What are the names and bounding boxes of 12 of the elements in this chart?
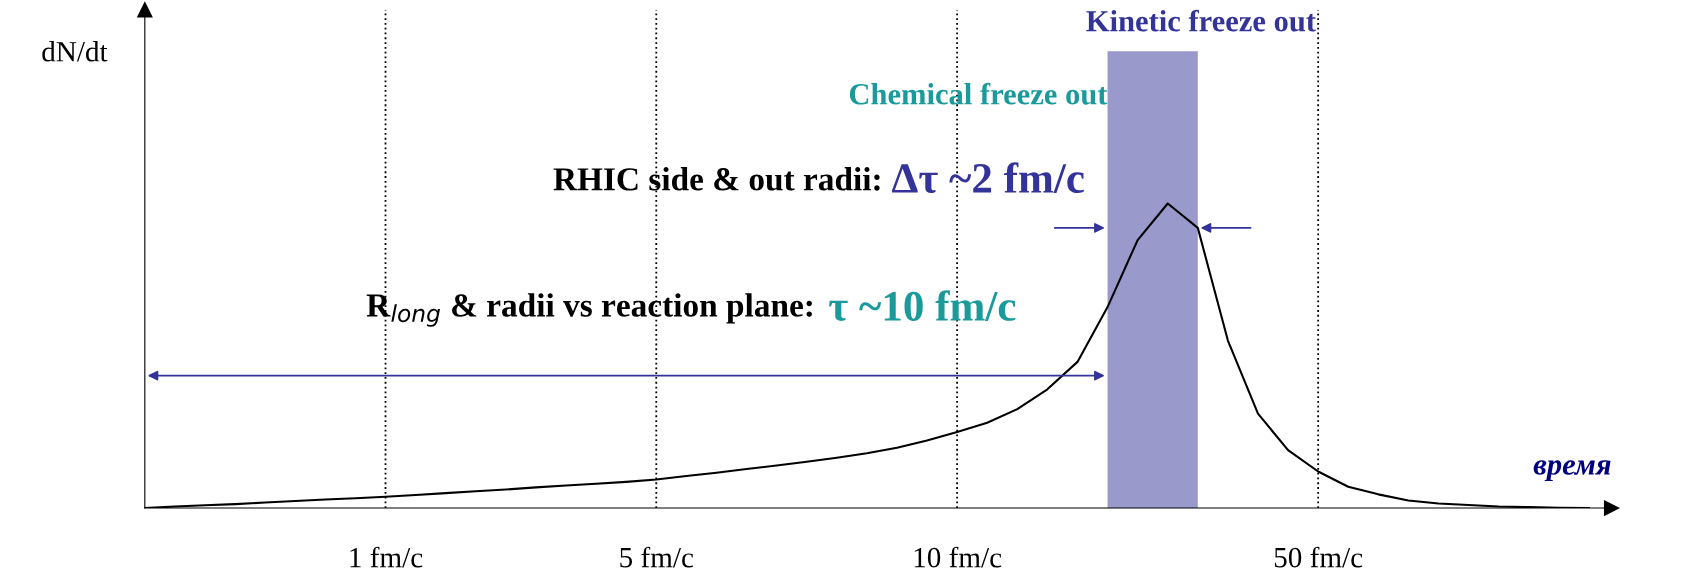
x-tick-label: 1 fm/c (350, 546, 423, 568)
annotation: R$_{long}$ & radii vs reaction plane: (366, 293, 812, 327)
x-tick-label: 10 fm/c (914, 546, 1002, 568)
x-tick-label: 5 fm/c (620, 546, 694, 568)
x-axis-title: время (1533, 460, 1611, 482)
text: RHIC side & out radii: (553, 167, 880, 191)
annotation: τ ~10 fm/c (829, 290, 1016, 321)
text: Kinetic freeze out (1086, 9, 1316, 32)
x-tick-label: 50 fm/c (1274, 546, 1363, 568)
text: dN/dt (42, 41, 108, 62)
text: Δτ ~2 fm/c (892, 162, 1084, 193)
text: Chemical freeze out (849, 82, 1108, 105)
